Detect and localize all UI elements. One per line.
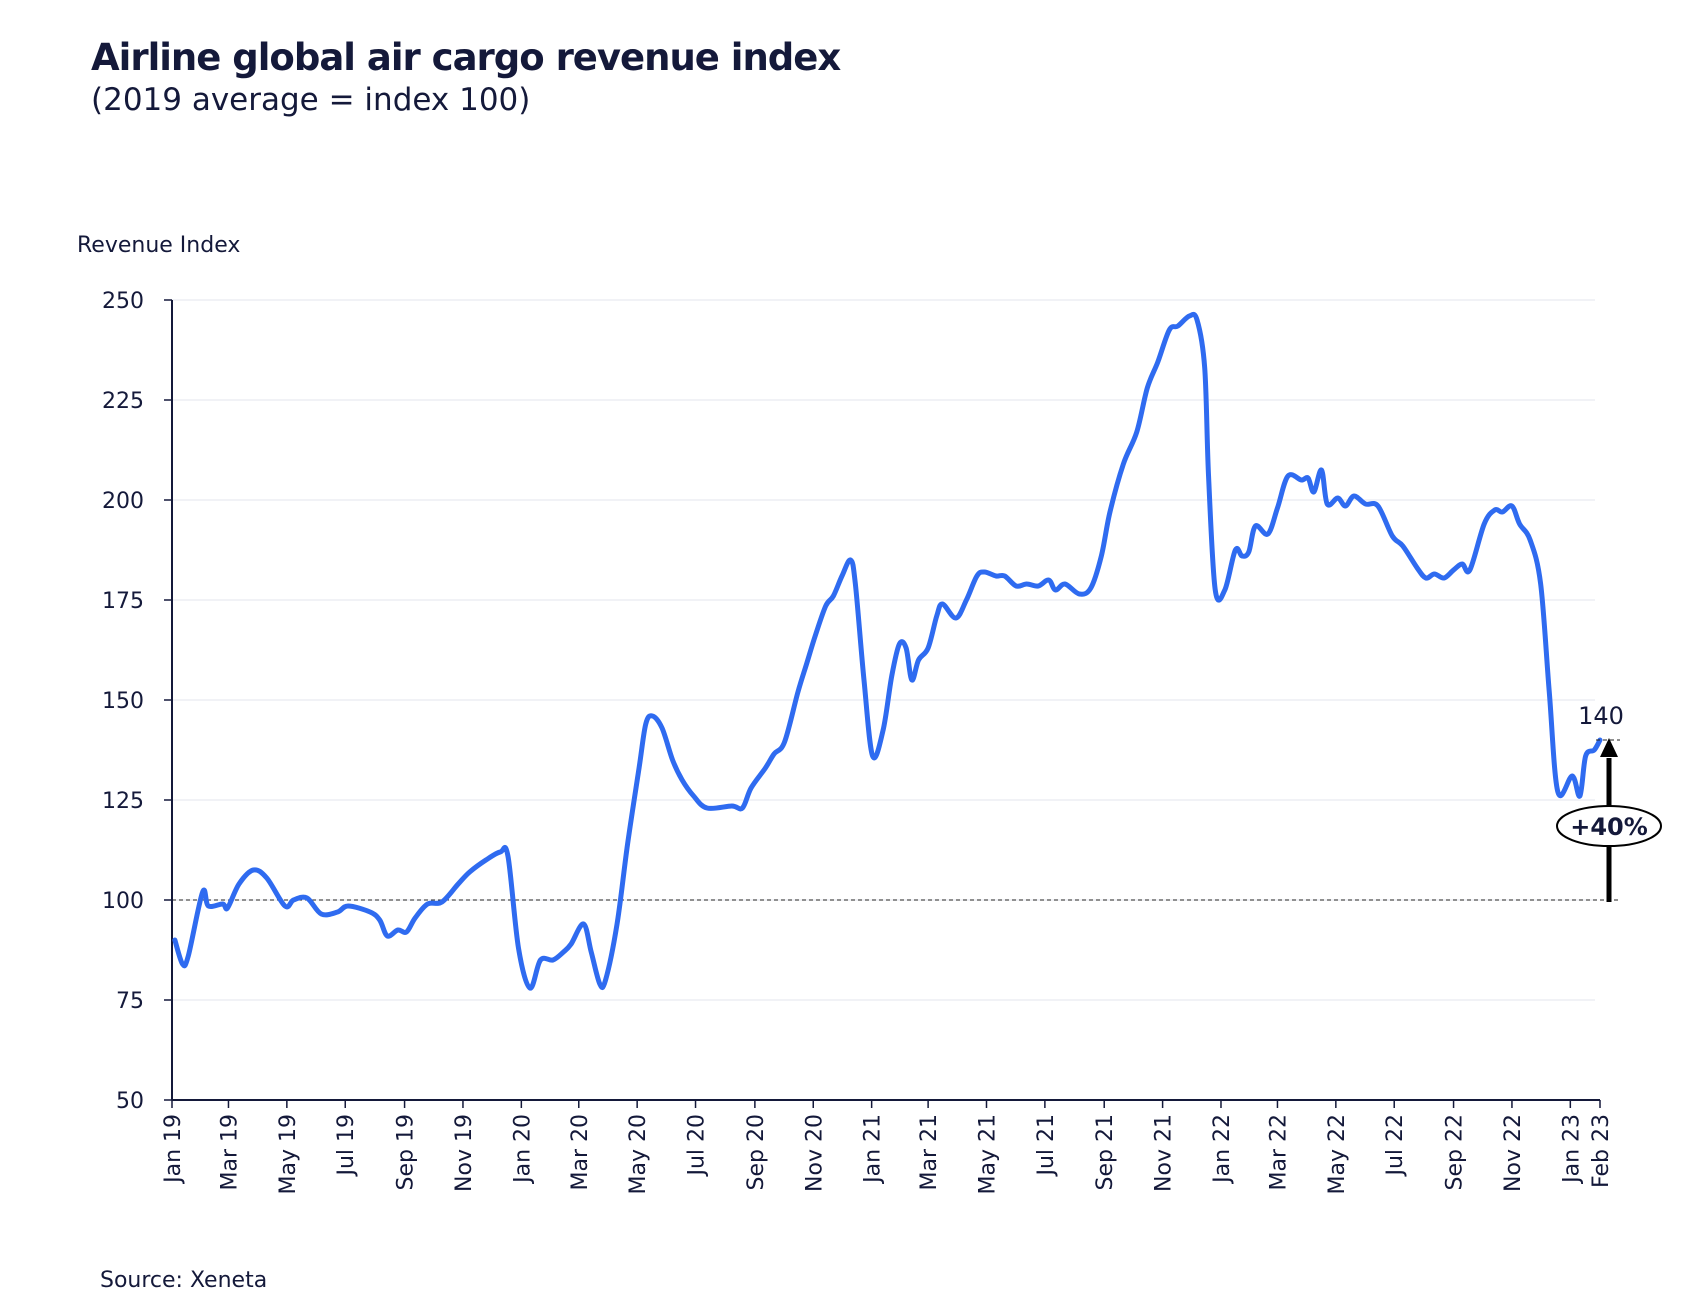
x-tick-label: Jan 22: [1210, 1114, 1235, 1185]
y-tick-label: 175: [102, 589, 144, 614]
x-tick-label: Jan 20: [510, 1114, 535, 1185]
y-tick-label: 150: [102, 689, 144, 714]
x-tick-label: Jul 20: [685, 1114, 710, 1178]
change-label: +40%: [1570, 813, 1648, 841]
x-tick-label: Sep 22: [1443, 1114, 1468, 1190]
x-tick-label: Nov 22: [1501, 1114, 1526, 1192]
y-axis-label: Revenue Index: [77, 233, 240, 258]
x-tick-label: Jul 21: [1034, 1114, 1059, 1178]
x-tick-label: Jul 22: [1383, 1114, 1408, 1178]
x-tick-label: Sep 21: [1093, 1114, 1118, 1190]
x-tick-label: May 22: [1325, 1114, 1350, 1194]
revenue-index-line: [172, 311, 1603, 991]
x-tick-label: Mar 19: [217, 1114, 242, 1191]
x-tick-label: Feb 23: [1589, 1114, 1614, 1188]
y-tick-label: 75: [116, 989, 144, 1014]
x-tick-label: Nov 20: [802, 1114, 827, 1192]
x-tick-label: May 19: [276, 1114, 301, 1194]
end-value-label: 140: [1578, 702, 1624, 730]
chart-subtitle: (2019 average = index 100): [91, 82, 531, 118]
x-tick-label: Mar 20: [568, 1114, 593, 1191]
change-badge: [1556, 805, 1662, 847]
y-tick-label: 250: [102, 289, 144, 314]
x-tick-label: Jul 19: [334, 1114, 359, 1178]
chart-title: Airline global air cargo revenue index: [91, 36, 841, 79]
source-note: Source: Xeneta: [100, 1268, 268, 1293]
x-tick-label: May 20: [626, 1114, 651, 1194]
x-tick-label: May 21: [975, 1114, 1000, 1194]
y-tick-label: 200: [102, 489, 144, 514]
x-tick-label: Sep 19: [394, 1114, 419, 1190]
y-tick-label: 125: [102, 789, 144, 814]
x-tick-label: Jan 21: [861, 1114, 886, 1185]
y-axis-ticks: 50 75 100 125 150 175 200 225 250: [102, 289, 172, 1114]
change-annotation: 140 +40%: [1556, 702, 1662, 902]
y-tick-label: 225: [102, 389, 144, 414]
x-tick-label: Nov 19: [452, 1114, 477, 1192]
x-tick-label: Sep 20: [744, 1114, 769, 1190]
x-tick-label: Jan 23: [1559, 1114, 1584, 1185]
x-axis-ticks: Jan 19 Mar 19 May 19 Jul 19 Sep 19 Nov 19 Jan …: [161, 1100, 1614, 1194]
y-tick-label: 50: [116, 1089, 144, 1114]
x-tick-label: Mar 22: [1266, 1114, 1291, 1191]
gridlines: [172, 299, 1595, 1001]
x-tick-label: Nov 21: [1152, 1114, 1177, 1192]
y-tick-label: 100: [102, 889, 144, 914]
arrow-head-icon: [1600, 738, 1618, 757]
x-tick-label: Mar 21: [917, 1114, 942, 1191]
x-tick-label: Jan 19: [161, 1114, 186, 1185]
